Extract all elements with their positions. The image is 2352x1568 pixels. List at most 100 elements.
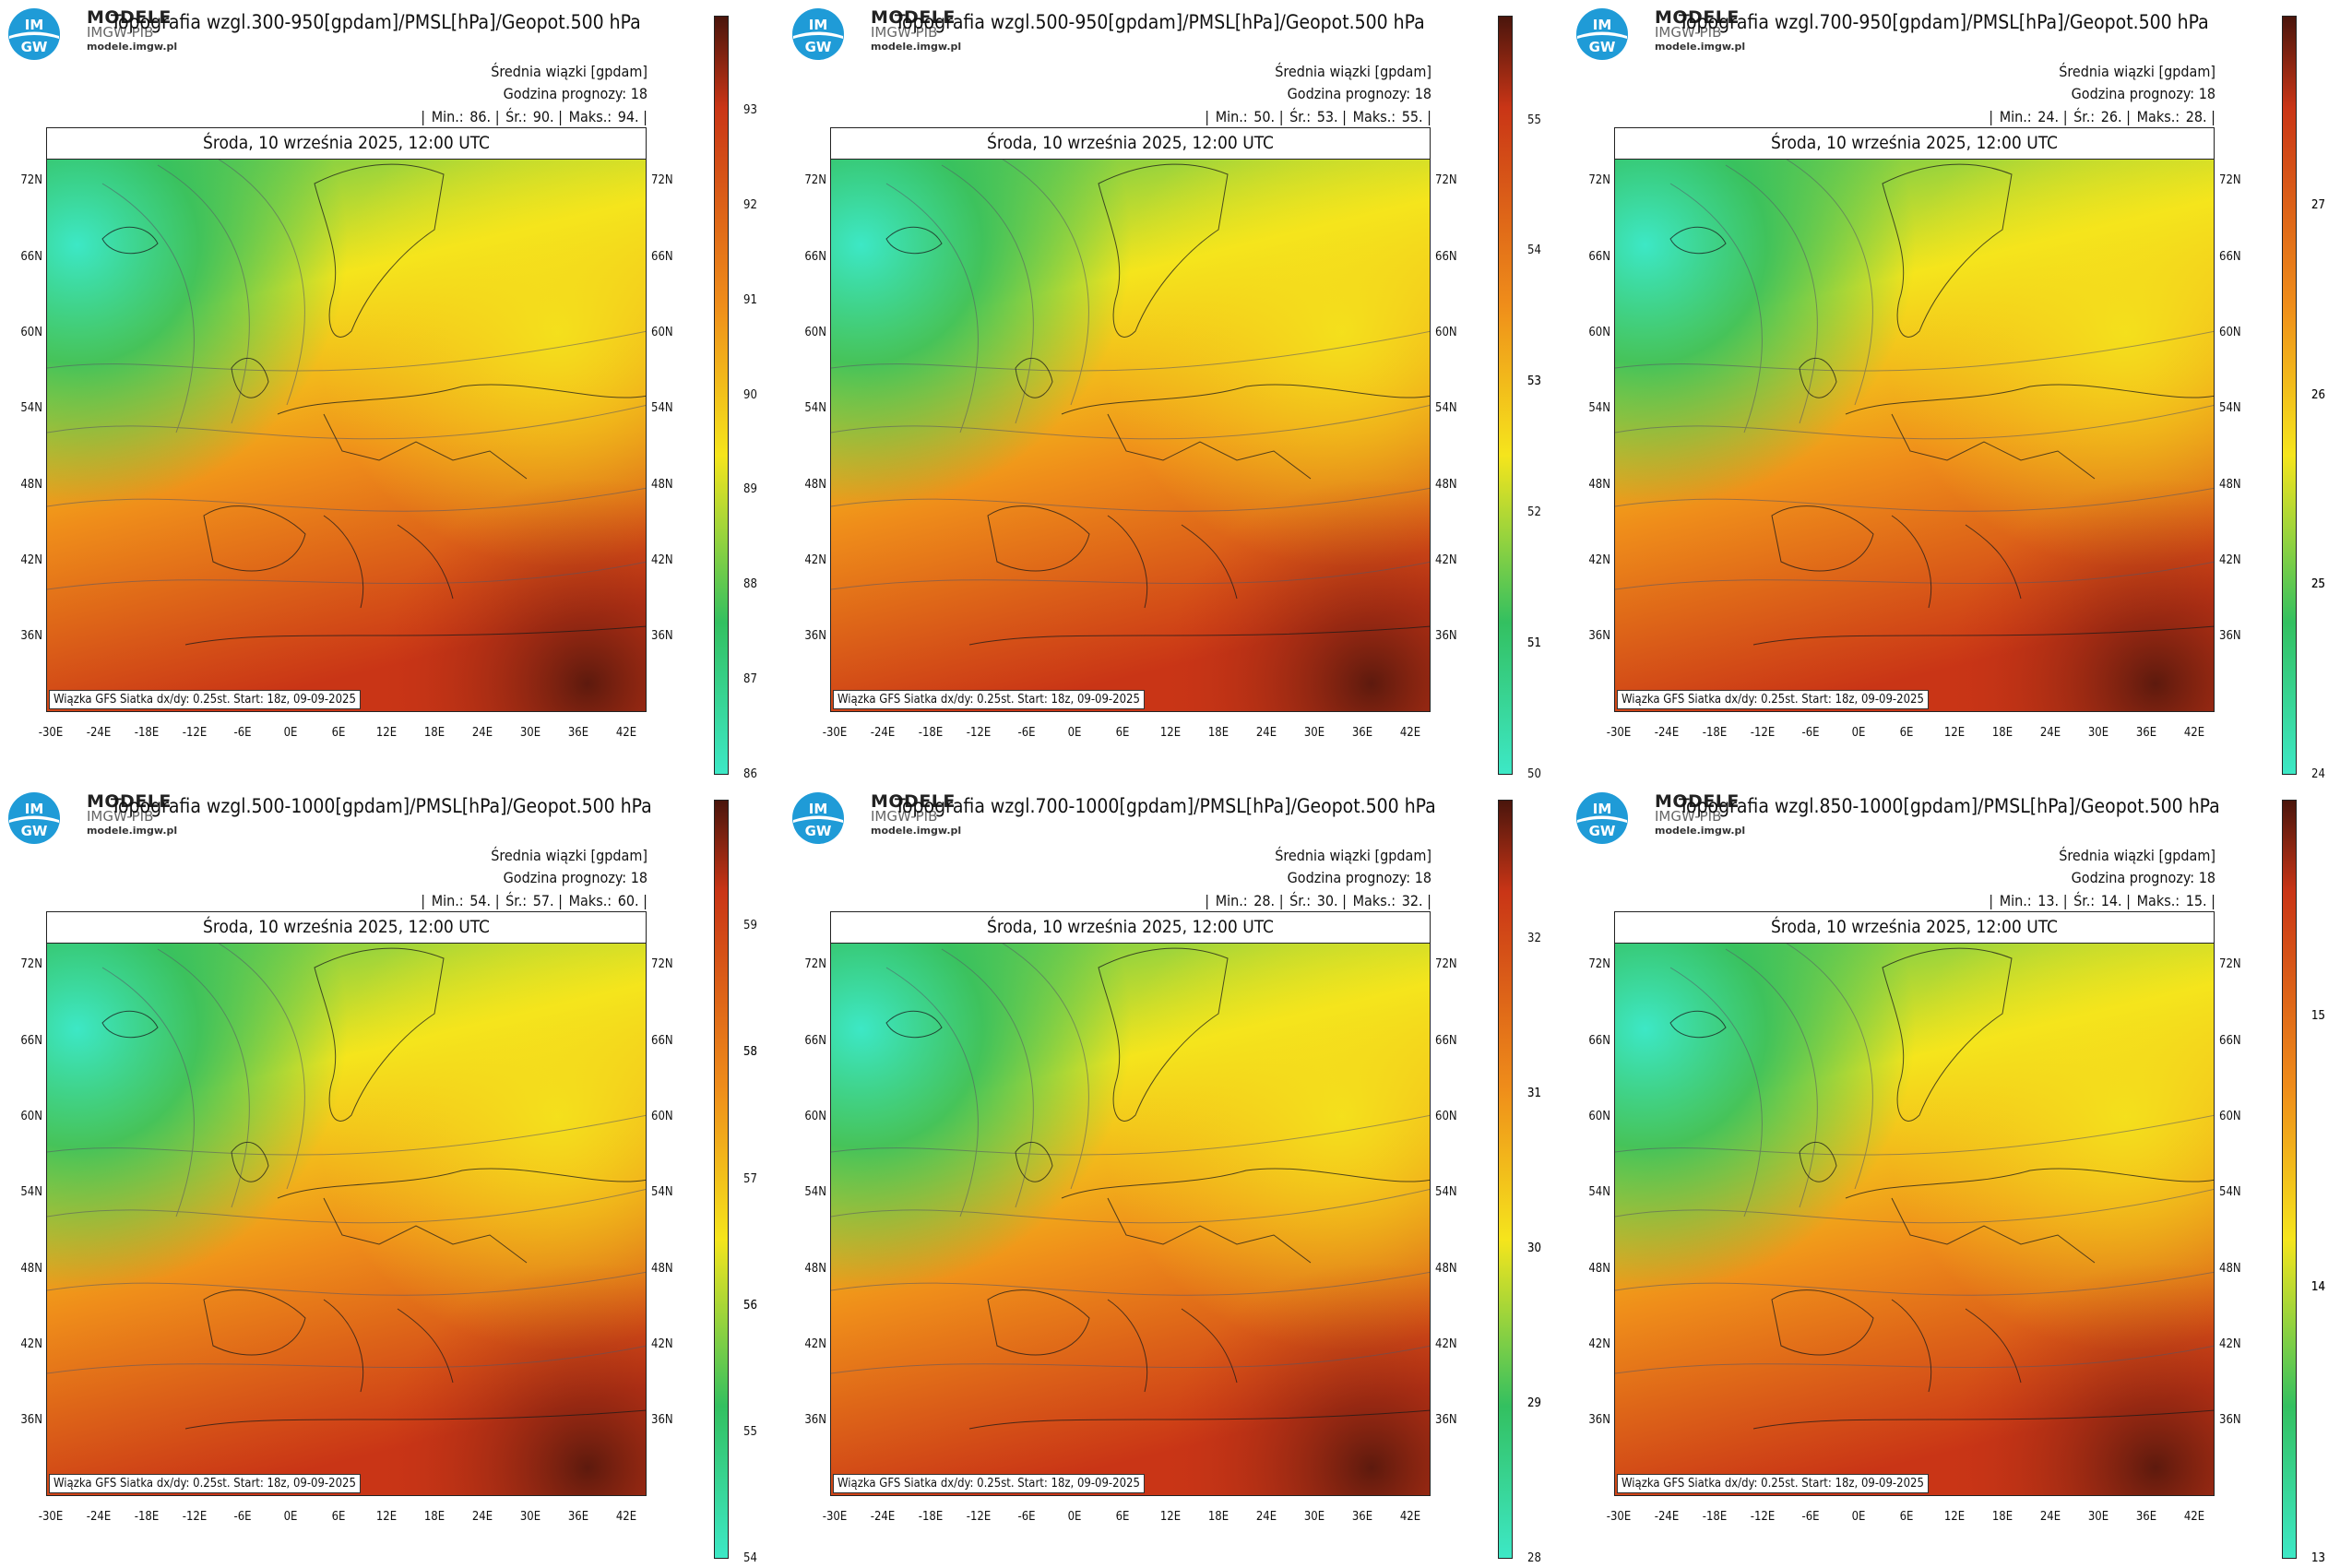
lon-label: 42E xyxy=(2183,726,2205,740)
avg-value: 90. xyxy=(532,108,554,125)
isobars xyxy=(831,155,1430,590)
colorbar-tick: 31 xyxy=(1527,1087,1541,1100)
panel-title: Topografia wzgl.500-1000[gpdam]/PMSL[hPa… xyxy=(111,795,652,817)
map-panel-1: IM GW MODELE IMGW-PIB modele.imgw.pl Topogr… xyxy=(0,0,784,784)
lat-label-right: 42N xyxy=(1435,553,1457,567)
forecast-hour: Godzina prognozy: 18 xyxy=(2071,869,2215,886)
lat-label-right: 48N xyxy=(651,1262,673,1276)
brand-org: IMGW-PIB xyxy=(87,24,154,41)
colorbar-tick: 56 xyxy=(743,1299,757,1313)
lat-label-right: 54N xyxy=(1435,1185,1457,1199)
lon-label: -24E xyxy=(86,1510,112,1524)
credit-box: Wiązka GFS Siatka dx/dy: 0.25st. Start: … xyxy=(49,1474,361,1493)
max-label: Maks.: xyxy=(568,108,612,125)
max-label: Maks.: xyxy=(2136,108,2180,125)
lat-label-right: 42N xyxy=(651,1337,673,1351)
panel-title: Topografia wzgl.850-1000[gpdam]/PMSL[hPa… xyxy=(1679,795,2220,817)
lon-label: 30E xyxy=(519,726,541,740)
lat-label-left: 48N xyxy=(20,1262,42,1276)
lon-label: 42E xyxy=(615,726,637,740)
colorbar-tick: 54 xyxy=(1527,244,1541,257)
lon-label: 42E xyxy=(1399,726,1421,740)
lon-label: -18E xyxy=(1702,1510,1728,1524)
lon-label: 30E xyxy=(2087,726,2109,740)
lat-label-right: 48N xyxy=(651,478,673,492)
lon-label: 6E xyxy=(1899,726,1914,740)
map-field xyxy=(831,912,1430,1495)
imgw-logo-icon: IM GW xyxy=(792,792,844,844)
lat-label-right: 42N xyxy=(2219,1337,2241,1351)
legend-title: Średnia wiązki [gpdam] xyxy=(2059,63,2215,80)
lon-label: -30E xyxy=(822,1510,848,1524)
lat-label-left: 60N xyxy=(1588,1110,1610,1123)
max-value: 94. xyxy=(617,108,639,125)
forecast-date: Środa, 10 września 2025, 12:00 UTC xyxy=(1615,128,2214,160)
svg-text:IM: IM xyxy=(25,17,44,33)
colorbar-tick: 27 xyxy=(2311,198,2325,212)
lon-label: 36E xyxy=(2135,1510,2157,1524)
min-value: 13. xyxy=(2037,892,2060,909)
lon-label: 24E xyxy=(471,726,493,740)
lon-label: 18E xyxy=(1207,726,1229,740)
legend-title: Średnia wiązki [gpdam] xyxy=(2059,847,2215,864)
colorbar-tick: 13 xyxy=(2311,1551,2325,1565)
lat-label-right: 36N xyxy=(651,629,673,643)
lat-label-left: 48N xyxy=(1588,478,1610,492)
lon-label: -30E xyxy=(1606,1510,1632,1524)
avg-value: 14. xyxy=(2100,892,2122,909)
brand-url: modele.imgw.pl xyxy=(1655,825,1746,837)
lat-label-left: 54N xyxy=(20,1185,42,1199)
panel-title: Topografia wzgl.700-1000[gpdam]/PMSL[hPa… xyxy=(895,795,1436,817)
brand-url: modele.imgw.pl xyxy=(87,825,178,837)
lon-label: 42E xyxy=(615,1510,637,1524)
svg-text:IM: IM xyxy=(25,801,44,817)
lat-label-right: 60N xyxy=(1435,326,1457,339)
colorbar-tick: 88 xyxy=(743,577,757,591)
avg-value: 57. xyxy=(532,892,554,909)
lat-label-right: 66N xyxy=(1435,1034,1457,1048)
colorbar-tick: 26 xyxy=(2311,388,2325,402)
lat-label-left: 48N xyxy=(804,478,826,492)
lon-label: -12E xyxy=(966,1510,992,1524)
lat-label-left: 48N xyxy=(20,478,42,492)
colorbar-tick: 32 xyxy=(1527,932,1541,945)
avg-label: Śr.: xyxy=(505,892,528,909)
lon-label: -12E xyxy=(1750,1510,1776,1524)
brand-url: modele.imgw.pl xyxy=(871,825,962,837)
lon-label: 18E xyxy=(1991,1510,2013,1524)
avg-value: 26. xyxy=(2100,108,2122,125)
lon-label: -6E xyxy=(1017,726,1036,740)
map-field xyxy=(1615,912,2214,1495)
imgw-logo-icon: IM GW xyxy=(8,792,60,844)
stats-row: | Min.: 28. | Śr.: 30. | Maks.: 32. | xyxy=(1205,892,1431,909)
lat-label-right: 60N xyxy=(651,1110,673,1123)
lat-label-left: 66N xyxy=(1588,1034,1610,1048)
map-area: Środa, 10 września 2025, 12:00 UTC xyxy=(830,911,1431,1496)
lon-label: 36E xyxy=(567,1510,589,1524)
colorbar-tick: 14 xyxy=(2311,1280,2325,1294)
lat-label-left: 36N xyxy=(20,1413,42,1427)
max-value: 15. xyxy=(2185,892,2207,909)
credit-box: Wiązka GFS Siatka dx/dy: 0.25st. Start: … xyxy=(1617,1474,1929,1493)
coastlines xyxy=(101,947,646,1430)
min-value: 50. xyxy=(1253,108,1276,125)
lon-label: 6E xyxy=(1115,726,1130,740)
colorbar-tick: 58 xyxy=(743,1045,757,1059)
min-value: 28. xyxy=(1253,892,1276,909)
forecast-date: Środa, 10 września 2025, 12:00 UTC xyxy=(831,128,1430,160)
max-label: Maks.: xyxy=(1352,892,1396,909)
colorbar-tick: 24 xyxy=(2311,767,2325,781)
forecast-hour: Godzina prognozy: 18 xyxy=(2071,85,2215,102)
lon-label: -12E xyxy=(182,1510,208,1524)
lat-label-left: 54N xyxy=(20,401,42,415)
lat-label-left: 36N xyxy=(20,629,42,643)
lon-label: -12E xyxy=(966,726,992,740)
lon-label: -30E xyxy=(38,726,64,740)
lat-label-right: 36N xyxy=(651,1413,673,1427)
colorbar-tick: 27 xyxy=(2311,198,2325,212)
lon-label: -18E xyxy=(134,1510,160,1524)
lat-label-left: 42N xyxy=(20,553,42,567)
lon-label: -6E xyxy=(233,726,252,740)
imgw-logo-icon: IM GW xyxy=(1576,792,1628,844)
lon-label: -6E xyxy=(233,1510,252,1524)
